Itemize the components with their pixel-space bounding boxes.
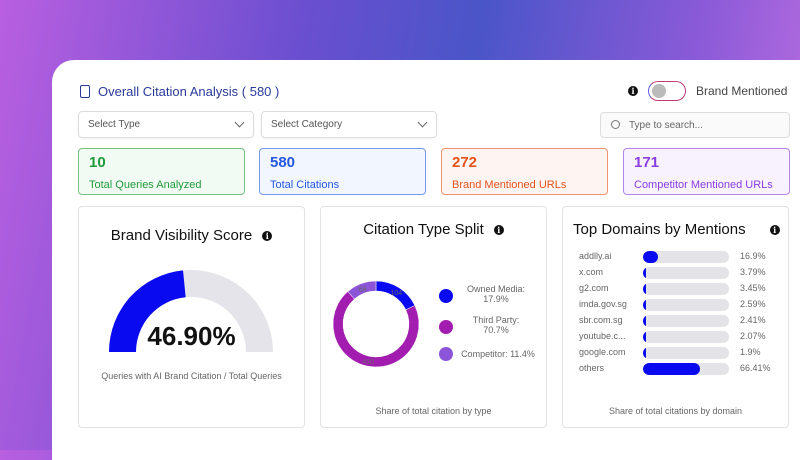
page-title: Overall Citation Analysis ( 580 ) <box>80 84 279 99</box>
donut-label: 66 <box>359 286 367 293</box>
stat-value: 171 <box>634 154 660 171</box>
stat-value: 10 <box>89 154 106 171</box>
toggle-label: Brand Mentioned <box>696 84 788 98</box>
domain-bar-track <box>643 283 729 295</box>
domain-row: sbr.com.sg 2.41% <box>579 315 779 328</box>
domain-name: google.com <box>579 347 626 357</box>
donut-label: 104 <box>390 290 402 297</box>
domain-percent: 2.07% <box>740 331 766 341</box>
info-icon[interactable]: i <box>262 230 273 241</box>
top-domains-card: Top Domains by Mentions i addlly.ai 16.9% x… <box>562 206 789 428</box>
domain-bar-fill <box>643 299 647 311</box>
domain-name: sbr.com.sg <box>579 315 623 325</box>
card-title: Citation Type Split <box>363 221 484 238</box>
select-category-label: Select Category <box>271 119 343 130</box>
domain-row: youtube.c... 2.07% <box>579 331 779 344</box>
card-title: Top Domains by Mentions <box>573 221 746 238</box>
domain-percent: 2.59% <box>740 299 766 309</box>
domain-percent: 3.79% <box>740 267 766 277</box>
domain-name: g2.com <box>579 283 609 293</box>
domain-percent: 66.41% <box>740 363 771 373</box>
domain-row: imda.gov.sg 2.59% <box>579 299 779 312</box>
stat-label: Competitor Mentioned URLs <box>634 179 773 191</box>
visibility-value: 46.90% <box>147 321 236 351</box>
domain-percent: 3.45% <box>740 283 766 293</box>
domain-percent: 2.41% <box>740 315 766 325</box>
stat-label: Brand Mentioned URLs <box>452 179 567 191</box>
donut-slice-competitor[interactable] <box>347 280 377 300</box>
stat-card: 10 Total Queries Analyzed <box>78 148 245 195</box>
domain-bar-fill <box>643 251 658 263</box>
domain-bar-track <box>643 267 729 279</box>
info-icon[interactable]: i <box>628 86 638 96</box>
domain-bar-track <box>643 331 729 343</box>
select-type-label: Select Type <box>88 119 141 130</box>
legend-third: Third Party: 70.7% <box>472 315 520 335</box>
stat-label: Total Queries Analyzed <box>89 179 202 191</box>
donut-chart: 104 410 66 <box>332 280 420 368</box>
brand-toggle-group: i Brand Mentioned <box>628 81 787 101</box>
domain-bar-track <box>643 315 729 327</box>
stat-card: 580 Total Citations <box>259 148 426 195</box>
domain-name: x.com <box>579 267 604 277</box>
domain-row: google.com 1.9% <box>579 347 779 360</box>
search-icon <box>611 120 620 129</box>
gauge-fill <box>109 270 186 352</box>
info-icon[interactable]: i <box>769 224 780 235</box>
title-text: Overall Citation Analysis ( 580 ) <box>98 84 280 99</box>
chevron-down-icon <box>417 117 428 128</box>
domain-row: others 66.41% <box>579 363 779 376</box>
domain-bar-fill <box>643 363 701 375</box>
split-caption: Share of total citation by type <box>375 406 492 416</box>
legend-dot-third <box>439 320 453 334</box>
domain-bar-fill <box>643 315 647 327</box>
domain-name: others <box>579 363 605 373</box>
donut-label: 410 <box>362 359 374 366</box>
domain-bar-track <box>643 363 729 375</box>
visibility-caption: Queries with AI Brand Citation / Total Q… <box>101 371 282 381</box>
chevron-down-icon <box>234 117 245 128</box>
gauge-chart <box>109 270 273 352</box>
domain-bar-fill <box>643 331 647 343</box>
info-icon[interactable]: i <box>493 224 504 235</box>
domain-bar-fill <box>643 347 647 359</box>
domain-row: g2.com 3.45% <box>579 283 779 296</box>
domains-caption: Share of total citations by domain <box>608 406 743 416</box>
domain-bar-fill <box>643 267 647 279</box>
legend-dot-owned <box>439 289 453 303</box>
legend-dot-competitor <box>439 347 453 361</box>
domain-percent: 16.9% <box>740 251 766 261</box>
stat-card: 272 Brand Mentioned URLs <box>441 148 608 195</box>
domain-row: x.com 3.79% <box>579 267 779 280</box>
domain-bar-track <box>643 251 729 263</box>
domain-bar-fill <box>643 283 647 295</box>
search-placeholder: Type to search... <box>629 120 703 131</box>
select-category-dropdown[interactable]: Select Category <box>261 111 437 138</box>
card-title: Brand Visibility Score <box>110 227 253 244</box>
domain-percent: 1.9% <box>740 347 761 357</box>
search-input[interactable]: Type to search... <box>600 112 790 138</box>
domain-name: imda.gov.sg <box>579 299 627 309</box>
stat-label: Total Citations <box>270 179 340 191</box>
citation-split-card: Citation Type Split i 104 410 66 Owned Medi… <box>320 206 547 428</box>
domain-bar-track <box>643 347 729 359</box>
select-type-dropdown[interactable]: Select Type <box>78 111 254 138</box>
domain-name: youtube.c... <box>579 331 626 341</box>
stat-value: 272 <box>452 154 478 171</box>
domain-name: addlly.ai <box>579 251 612 261</box>
stat-value: 580 <box>270 154 296 171</box>
domain-row: addlly.ai 16.9% <box>579 251 779 264</box>
stat-card: 171 Competitor Mentioned URLs <box>623 148 790 195</box>
legend-competitor: Competitor: 11.4% <box>461 349 535 359</box>
brand-mentioned-toggle[interactable] <box>648 81 686 101</box>
document-icon <box>80 85 90 98</box>
brand-visibility-card: Brand Visibility Score i 46.90% Queries w… <box>78 206 305 428</box>
legend-owned: Owned Media: 17.9% <box>466 284 526 304</box>
domain-bar-track <box>643 299 729 311</box>
